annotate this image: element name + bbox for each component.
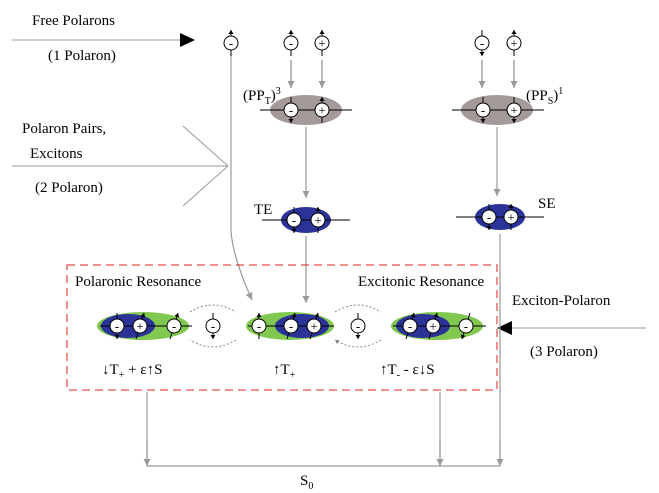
decay-lines bbox=[147, 234, 500, 466]
arrow-head bbox=[497, 321, 512, 335]
charge-sign: - bbox=[356, 319, 360, 334]
label-part: ↑T bbox=[380, 362, 397, 378]
charge-sign: + bbox=[507, 210, 514, 225]
label-part: (PP bbox=[526, 88, 548, 104]
pp-triplet-label: (PPT)3 bbox=[243, 86, 281, 107]
label-sup: 1 bbox=[558, 86, 563, 97]
polaron-pairs-count: (2 Polaron) bbox=[35, 180, 103, 196]
polaron-pairs-line2: Excitons bbox=[30, 146, 83, 162]
charge-sign: - bbox=[289, 319, 293, 334]
charge-sign: - bbox=[211, 319, 215, 334]
ground-state: S0 bbox=[300, 473, 313, 492]
label-part: ↑T bbox=[273, 362, 290, 378]
charge-sign: + bbox=[510, 36, 517, 51]
charge-sign: - bbox=[257, 319, 261, 334]
charge-sign: + bbox=[318, 103, 325, 118]
mixed-state: ↓T+ + ε↑S bbox=[102, 362, 162, 381]
charge-sign: - bbox=[289, 103, 293, 118]
flow-lines bbox=[291, 60, 514, 88]
diagram: Free Polarons (1 Polaron) Polaron Pairs,… bbox=[0, 0, 659, 493]
polaron-pairs-line1: Polaron Pairs, bbox=[22, 121, 106, 137]
label-part: S bbox=[300, 473, 308, 489]
label-sub: + bbox=[290, 370, 296, 381]
charge-sign: - bbox=[289, 36, 293, 51]
exciton-polaron-count: (3 Polaron) bbox=[530, 344, 598, 360]
label-part: ↓T bbox=[102, 362, 119, 378]
charge-sign: + bbox=[314, 213, 321, 228]
charge-sign: - bbox=[292, 213, 296, 228]
charge-sign: - bbox=[487, 210, 491, 225]
polaronic-resonance: Polaronic Resonance bbox=[75, 274, 202, 290]
charge-sign: - bbox=[115, 319, 119, 334]
charge-sign: - bbox=[480, 36, 484, 51]
charge-sign: + bbox=[429, 319, 436, 334]
charge-sign: - bbox=[408, 319, 412, 334]
mixed-state: ↑T+ bbox=[273, 362, 296, 381]
label-part: - ε↓S bbox=[400, 362, 435, 378]
label-sup: 3 bbox=[276, 86, 281, 97]
arrow-head bbox=[180, 33, 195, 47]
te-label: TE bbox=[254, 202, 272, 218]
charge-sign: - bbox=[464, 319, 468, 334]
charge-sign: + bbox=[318, 36, 325, 51]
label-sub: 0 bbox=[308, 481, 313, 492]
excitonic-resonance: Excitonic Resonance bbox=[358, 274, 485, 290]
free-polarons-count: (1 Polaron) bbox=[48, 48, 116, 64]
charge-sign: + bbox=[136, 319, 143, 334]
charge-sign: - bbox=[172, 319, 176, 334]
label-part: + ε↑S bbox=[124, 362, 162, 378]
pp-singlet-label: (PPS)1 bbox=[526, 86, 563, 107]
se-label: SE bbox=[538, 196, 556, 212]
label-part: (PP bbox=[243, 88, 265, 104]
exciton-polaron-title: Exciton-Polaron bbox=[512, 293, 611, 309]
charge-sign: + bbox=[310, 319, 317, 334]
charge-sign: - bbox=[481, 103, 485, 118]
charge-sign: - bbox=[229, 36, 233, 51]
free-polarons-title: Free Polarons bbox=[32, 13, 115, 29]
mixed-state: ↑T- - ε↓S bbox=[380, 362, 435, 381]
charge-sign: + bbox=[510, 103, 517, 118]
